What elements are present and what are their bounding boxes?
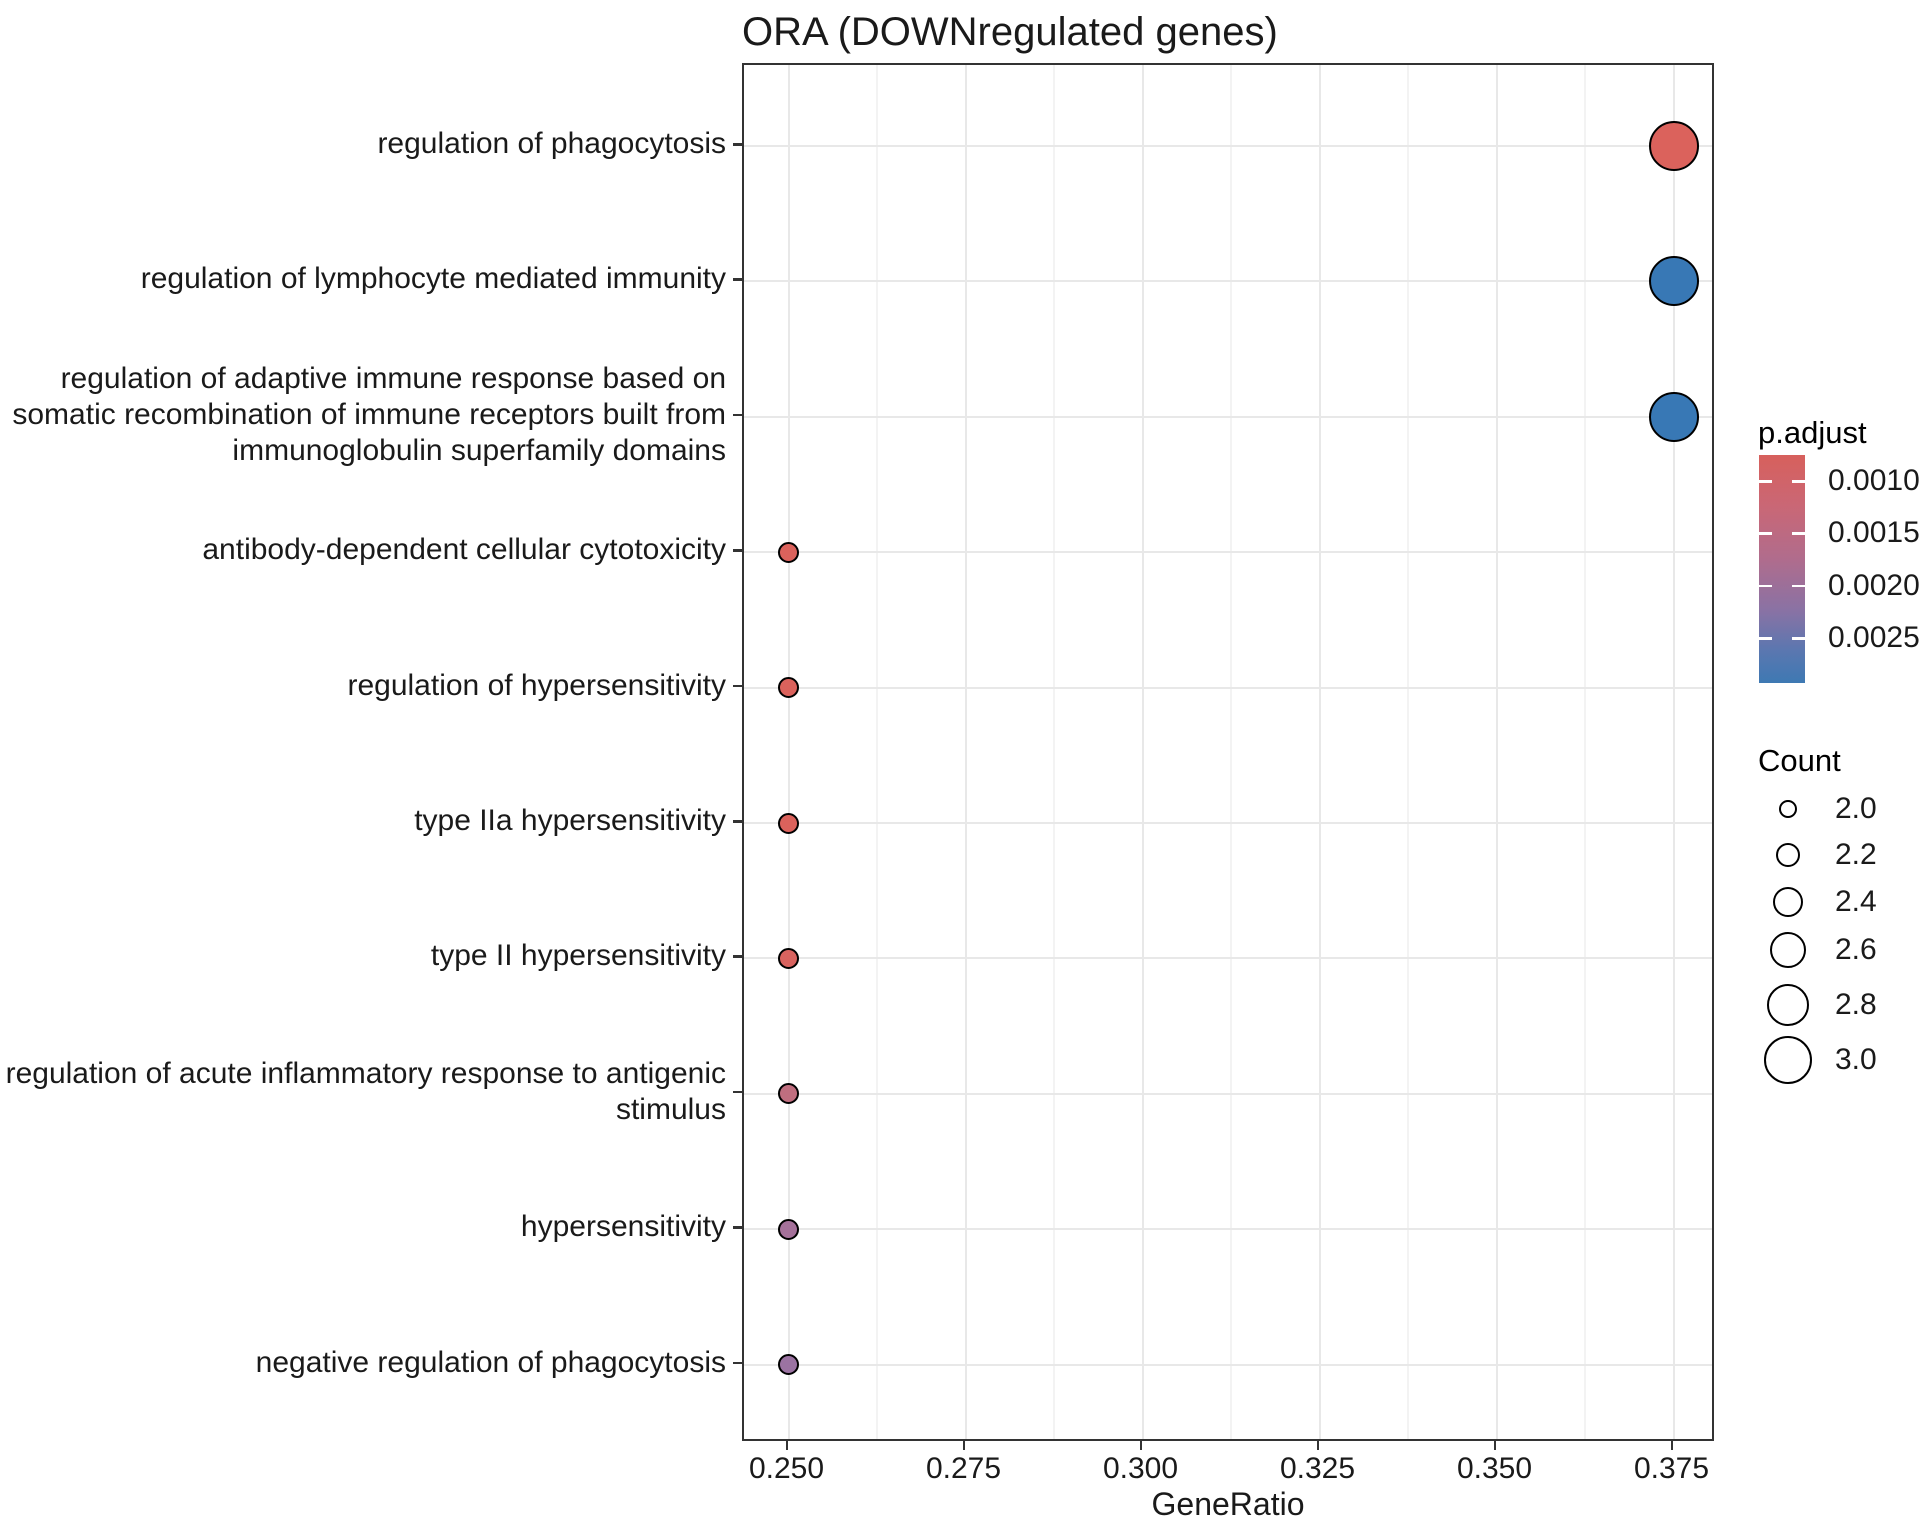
x-axis-tick-label: 0.250 [748, 1452, 825, 1485]
x-axis-tick [785, 1441, 788, 1450]
plot-panel [742, 63, 1714, 1441]
y-axis-tick [733, 278, 742, 281]
data-point [778, 1354, 799, 1376]
x-minor-gridline [1584, 65, 1586, 1439]
x-minor-gridline [1407, 65, 1409, 1439]
colorbar-tick [1792, 584, 1805, 588]
colorbar-tick [1759, 532, 1772, 535]
count-legend-label: 2.0 [1835, 792, 1877, 825]
y-axis-label: antibody-dependent cellular cytotoxicity [202, 533, 726, 567]
y-axis-label: regulation of lymphocyte mediated immuni… [140, 262, 726, 296]
count-legend-label: 2.8 [1835, 988, 1877, 1021]
count-legend-circle [1772, 886, 1804, 918]
y-axis-label: regulation of acute inflammatory respons… [5, 1056, 726, 1126]
data-point [778, 1218, 799, 1240]
colorbar-tick-label: 0.0015 [1828, 516, 1920, 550]
y-axis-label: negative regulation of phagocytosis [255, 1345, 726, 1379]
count-legend-circle [1763, 1035, 1813, 1085]
count-legend-label: 2.6 [1835, 933, 1877, 966]
x-axis-tick [962, 1441, 965, 1450]
x-minor-gridline [1230, 65, 1232, 1439]
y-major-gridline [744, 551, 1712, 554]
y-axis-tick [733, 549, 742, 552]
data-point [1648, 391, 1699, 442]
x-axis-tick [1316, 1441, 1319, 1450]
y-axis-tick [733, 143, 742, 146]
y-major-gridline [744, 1363, 1712, 1366]
colorbar-tick-label: 0.0025 [1828, 621, 1920, 655]
data-point [1648, 121, 1699, 171]
y-major-gridline [744, 686, 1712, 689]
x-axis-title: GeneRatio [1151, 1486, 1305, 1522]
y-axis-tick [733, 1090, 742, 1094]
x-axis-tick-label: 0.325 [1279, 1452, 1356, 1485]
y-major-gridline [744, 1228, 1712, 1231]
x-axis-tick-label: 0.350 [1456, 1452, 1533, 1485]
x-axis-tick-label: 0.300 [1102, 1452, 1179, 1485]
y-axis-label: type II hypersensitivity [430, 939, 726, 973]
y-axis-label: regulation of hypersensitivity [347, 668, 726, 702]
plot-title: ORA (DOWNregulated genes) [742, 10, 1278, 54]
colorbar-tick [1759, 637, 1772, 640]
x-axis-tick [1139, 1441, 1142, 1450]
x-minor-gridline [1053, 65, 1055, 1439]
y-axis-tick [733, 413, 742, 417]
x-axis-tick [1493, 1441, 1496, 1450]
y-major-gridline [744, 822, 1712, 824]
data-point [778, 812, 799, 834]
colorbar-tick-label: 0.0020 [1828, 568, 1920, 602]
y-major-gridline [744, 1092, 1712, 1095]
count-legend-circle [1766, 983, 1810, 1027]
colorbar-tick [1792, 637, 1805, 640]
colorbar-tick-label: 0.0010 [1828, 464, 1920, 498]
x-axis-tick-label: 0.275 [925, 1452, 1002, 1485]
colorbar-tick [1792, 480, 1805, 483]
colorbar-tick [1759, 584, 1772, 588]
x-axis-tick [1670, 1441, 1673, 1450]
x-major-gridline [1672, 65, 1675, 1439]
x-major-gridline [1318, 65, 1321, 1439]
colorbar-tick [1759, 480, 1772, 483]
y-axis-tick [733, 684, 742, 688]
y-major-gridline [744, 145, 1712, 147]
y-axis-label: hypersensitivity [520, 1210, 726, 1244]
padjust-legend-title: p.adjust [1758, 415, 1867, 450]
data-point [778, 1083, 799, 1105]
x-major-gridline [1495, 65, 1498, 1439]
data-point [778, 541, 799, 563]
y-axis-label: type IIa hypersensitivity [414, 804, 726, 837]
y-axis-tick [733, 1226, 742, 1229]
count-legend-label: 2.2 [1835, 838, 1877, 871]
y-major-gridline [744, 415, 1712, 418]
count-legend-title: Count [1758, 743, 1841, 778]
count-legend-circle [1769, 931, 1807, 969]
colorbar-tick [1792, 532, 1805, 535]
x-major-gridline [787, 65, 790, 1439]
count-legend-circle [1775, 842, 1801, 868]
y-axis-tick [733, 820, 742, 823]
y-major-gridline [744, 957, 1712, 960]
count-legend-label: 2.4 [1835, 885, 1877, 918]
x-minor-gridline [876, 65, 878, 1439]
y-axis-label: regulation of phagocytosis [377, 127, 726, 160]
data-point [1648, 256, 1699, 307]
x-axis-tick-label: 0.375 [1633, 1452, 1710, 1485]
count-legend-circle [1778, 799, 1798, 819]
x-major-gridline [964, 65, 967, 1439]
y-major-gridline [744, 280, 1712, 283]
y-axis-tick [733, 1361, 742, 1365]
data-point [778, 947, 799, 969]
data-point [778, 677, 799, 699]
y-axis-tick [733, 955, 742, 958]
y-axis-label: regulation of adaptive immune response b… [12, 361, 726, 467]
count-legend-label: 3.0 [1835, 1043, 1877, 1076]
padjust-colorbar [1759, 455, 1805, 683]
x-major-gridline [1141, 65, 1144, 1439]
